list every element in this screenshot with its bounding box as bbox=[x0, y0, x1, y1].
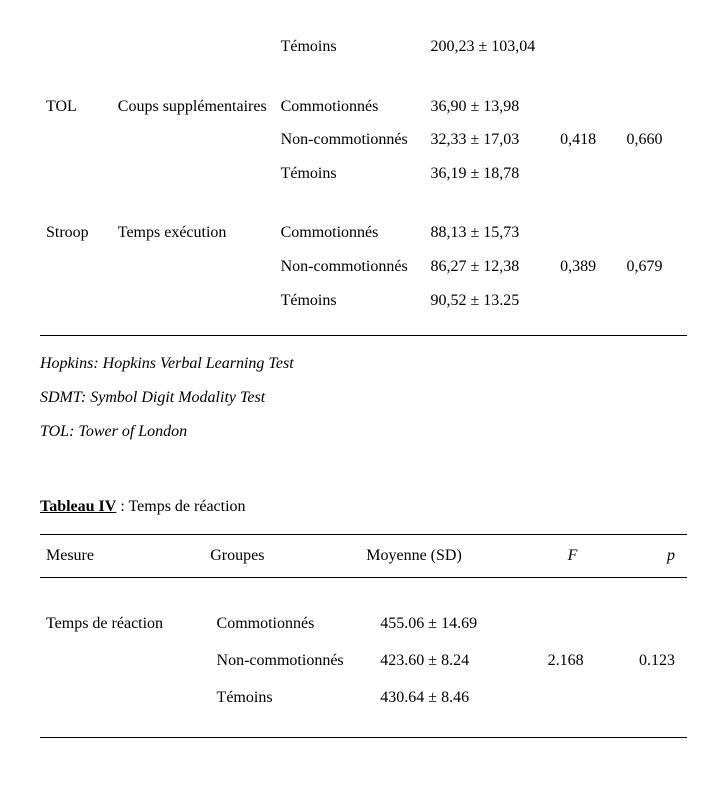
note-hopkins: Hopkins: Hopkins Verbal Learning Test bbox=[40, 348, 687, 380]
cell-group: Témoins bbox=[275, 284, 425, 318]
cell-group: Commotionnés bbox=[275, 90, 425, 124]
cell-f bbox=[554, 157, 620, 191]
cell-mesure bbox=[40, 680, 211, 737]
cell-group: Commotionnés bbox=[211, 606, 375, 643]
cell-group: Témoins bbox=[211, 680, 375, 737]
cell-measure bbox=[112, 157, 275, 191]
header-mesure: Mesure bbox=[40, 535, 204, 578]
cell-p: 0,660 bbox=[621, 123, 687, 157]
cell-mesure bbox=[40, 643, 211, 680]
cell-measure bbox=[112, 123, 275, 157]
cell-mean: 36,90 ± 13,98 bbox=[424, 90, 554, 124]
cell-test bbox=[40, 30, 112, 64]
cell-group: Témoins bbox=[275, 157, 425, 191]
cell-mean: 430.64 ± 8.46 bbox=[374, 680, 521, 737]
table-row: Stroop Temps exécution Commotionnés 88,1… bbox=[40, 216, 687, 250]
header-f: F bbox=[530, 535, 614, 578]
cell-group: Non-commotionnés bbox=[211, 643, 375, 680]
cell-p: 0,679 bbox=[621, 250, 687, 284]
cell-mean: 86,27 ± 12,38 bbox=[424, 250, 554, 284]
header-groupes: Groupes bbox=[204, 535, 360, 578]
cell-test: Stroop bbox=[40, 216, 112, 250]
cell-measure: Coups supplémentaires bbox=[112, 90, 275, 124]
top-data-table: Témoins 200,23 ± 103,04 TOL Coups supplé… bbox=[40, 30, 687, 317]
cell-mean: 90,52 ± 13.25 bbox=[424, 284, 554, 318]
note-tol: TOL: Tower of London bbox=[40, 416, 687, 448]
cell-test bbox=[40, 123, 112, 157]
cell-f: 0,418 bbox=[554, 123, 620, 157]
tableau-sep: : bbox=[116, 498, 128, 515]
cell-p bbox=[610, 606, 687, 643]
cell-mean: 455.06 ± 14.69 bbox=[374, 606, 521, 643]
cell-f bbox=[521, 606, 611, 643]
cell-measure: Temps exécution bbox=[112, 216, 275, 250]
cell-measure bbox=[112, 250, 275, 284]
cell-p bbox=[621, 157, 687, 191]
abbreviation-notes: Hopkins: Hopkins Verbal Learning Test SD… bbox=[40, 348, 687, 448]
cell-group: Commotionnés bbox=[275, 216, 425, 250]
cell-measure bbox=[112, 284, 275, 318]
cell-f: 2.168 bbox=[521, 643, 611, 680]
cell-test: TOL bbox=[40, 90, 112, 124]
table-row: Non-commotionnés 86,27 ± 12,38 0,389 0,6… bbox=[40, 250, 687, 284]
header-p: p bbox=[615, 535, 687, 578]
cell-f bbox=[521, 680, 611, 737]
cell-test bbox=[40, 284, 112, 318]
cell-p bbox=[610, 680, 687, 737]
cell-p bbox=[621, 30, 687, 64]
table-row: Temps de réaction Commotionnés 455.06 ± … bbox=[40, 606, 687, 643]
table-row: Témoins 36,19 ± 18,78 bbox=[40, 157, 687, 191]
table-row: Témoins 430.64 ± 8.46 bbox=[40, 680, 687, 737]
cell-test bbox=[40, 250, 112, 284]
table-row: Témoins 90,52 ± 13.25 bbox=[40, 284, 687, 318]
cell-mesure: Temps de réaction bbox=[40, 606, 211, 643]
table-row: Non-commotionnés 32,33 ± 17,03 0,418 0,6… bbox=[40, 123, 687, 157]
cell-mean: 88,13 ± 15,73 bbox=[424, 216, 554, 250]
table-row: Non-commotionnés 423.60 ± 8.24 2.168 0.1… bbox=[40, 643, 687, 680]
tableau-label: Tableau IV bbox=[40, 498, 116, 515]
cell-group: Non-commotionnés bbox=[275, 250, 425, 284]
cell-group: Témoins bbox=[275, 30, 425, 64]
tableau-iv-body: Temps de réaction Commotionnés 455.06 ± … bbox=[40, 606, 687, 737]
cell-p: 0.123 bbox=[610, 643, 687, 680]
cell-f bbox=[554, 216, 620, 250]
tableau-iv-header: Mesure Groupes Moyenne (SD) F p bbox=[40, 534, 687, 578]
cell-f bbox=[554, 284, 620, 318]
cell-p bbox=[621, 90, 687, 124]
note-sdmt: SDMT: Symbol Digit Modality Test bbox=[40, 382, 687, 414]
cell-measure bbox=[112, 30, 275, 64]
table-spacer bbox=[40, 64, 687, 90]
cell-mean: 36,19 ± 18,78 bbox=[424, 157, 554, 191]
cell-group: Non-commotionnés bbox=[275, 123, 425, 157]
table-row: Témoins 200,23 ± 103,04 bbox=[40, 30, 687, 64]
cell-mean: 423.60 ± 8.24 bbox=[374, 643, 521, 680]
cell-mean: 32,33 ± 17,03 bbox=[424, 123, 554, 157]
cell-f bbox=[554, 30, 620, 64]
tableau-iv-title: Tableau IV : Temps de réaction bbox=[40, 498, 687, 516]
tableau-title-text: Temps de réaction bbox=[128, 498, 245, 515]
table-row: TOL Coups supplémentaires Commotionnés 3… bbox=[40, 90, 687, 124]
cell-f bbox=[554, 90, 620, 124]
cell-test bbox=[40, 157, 112, 191]
cell-f: 0,389 bbox=[554, 250, 620, 284]
header-row: Mesure Groupes Moyenne (SD) F p bbox=[40, 535, 687, 578]
cell-p bbox=[621, 284, 687, 318]
header-moyenne: Moyenne (SD) bbox=[360, 535, 530, 578]
table-spacer bbox=[40, 190, 687, 216]
table-divider bbox=[40, 335, 687, 336]
cell-mean: 200,23 ± 103,04 bbox=[424, 30, 554, 64]
cell-p bbox=[621, 216, 687, 250]
